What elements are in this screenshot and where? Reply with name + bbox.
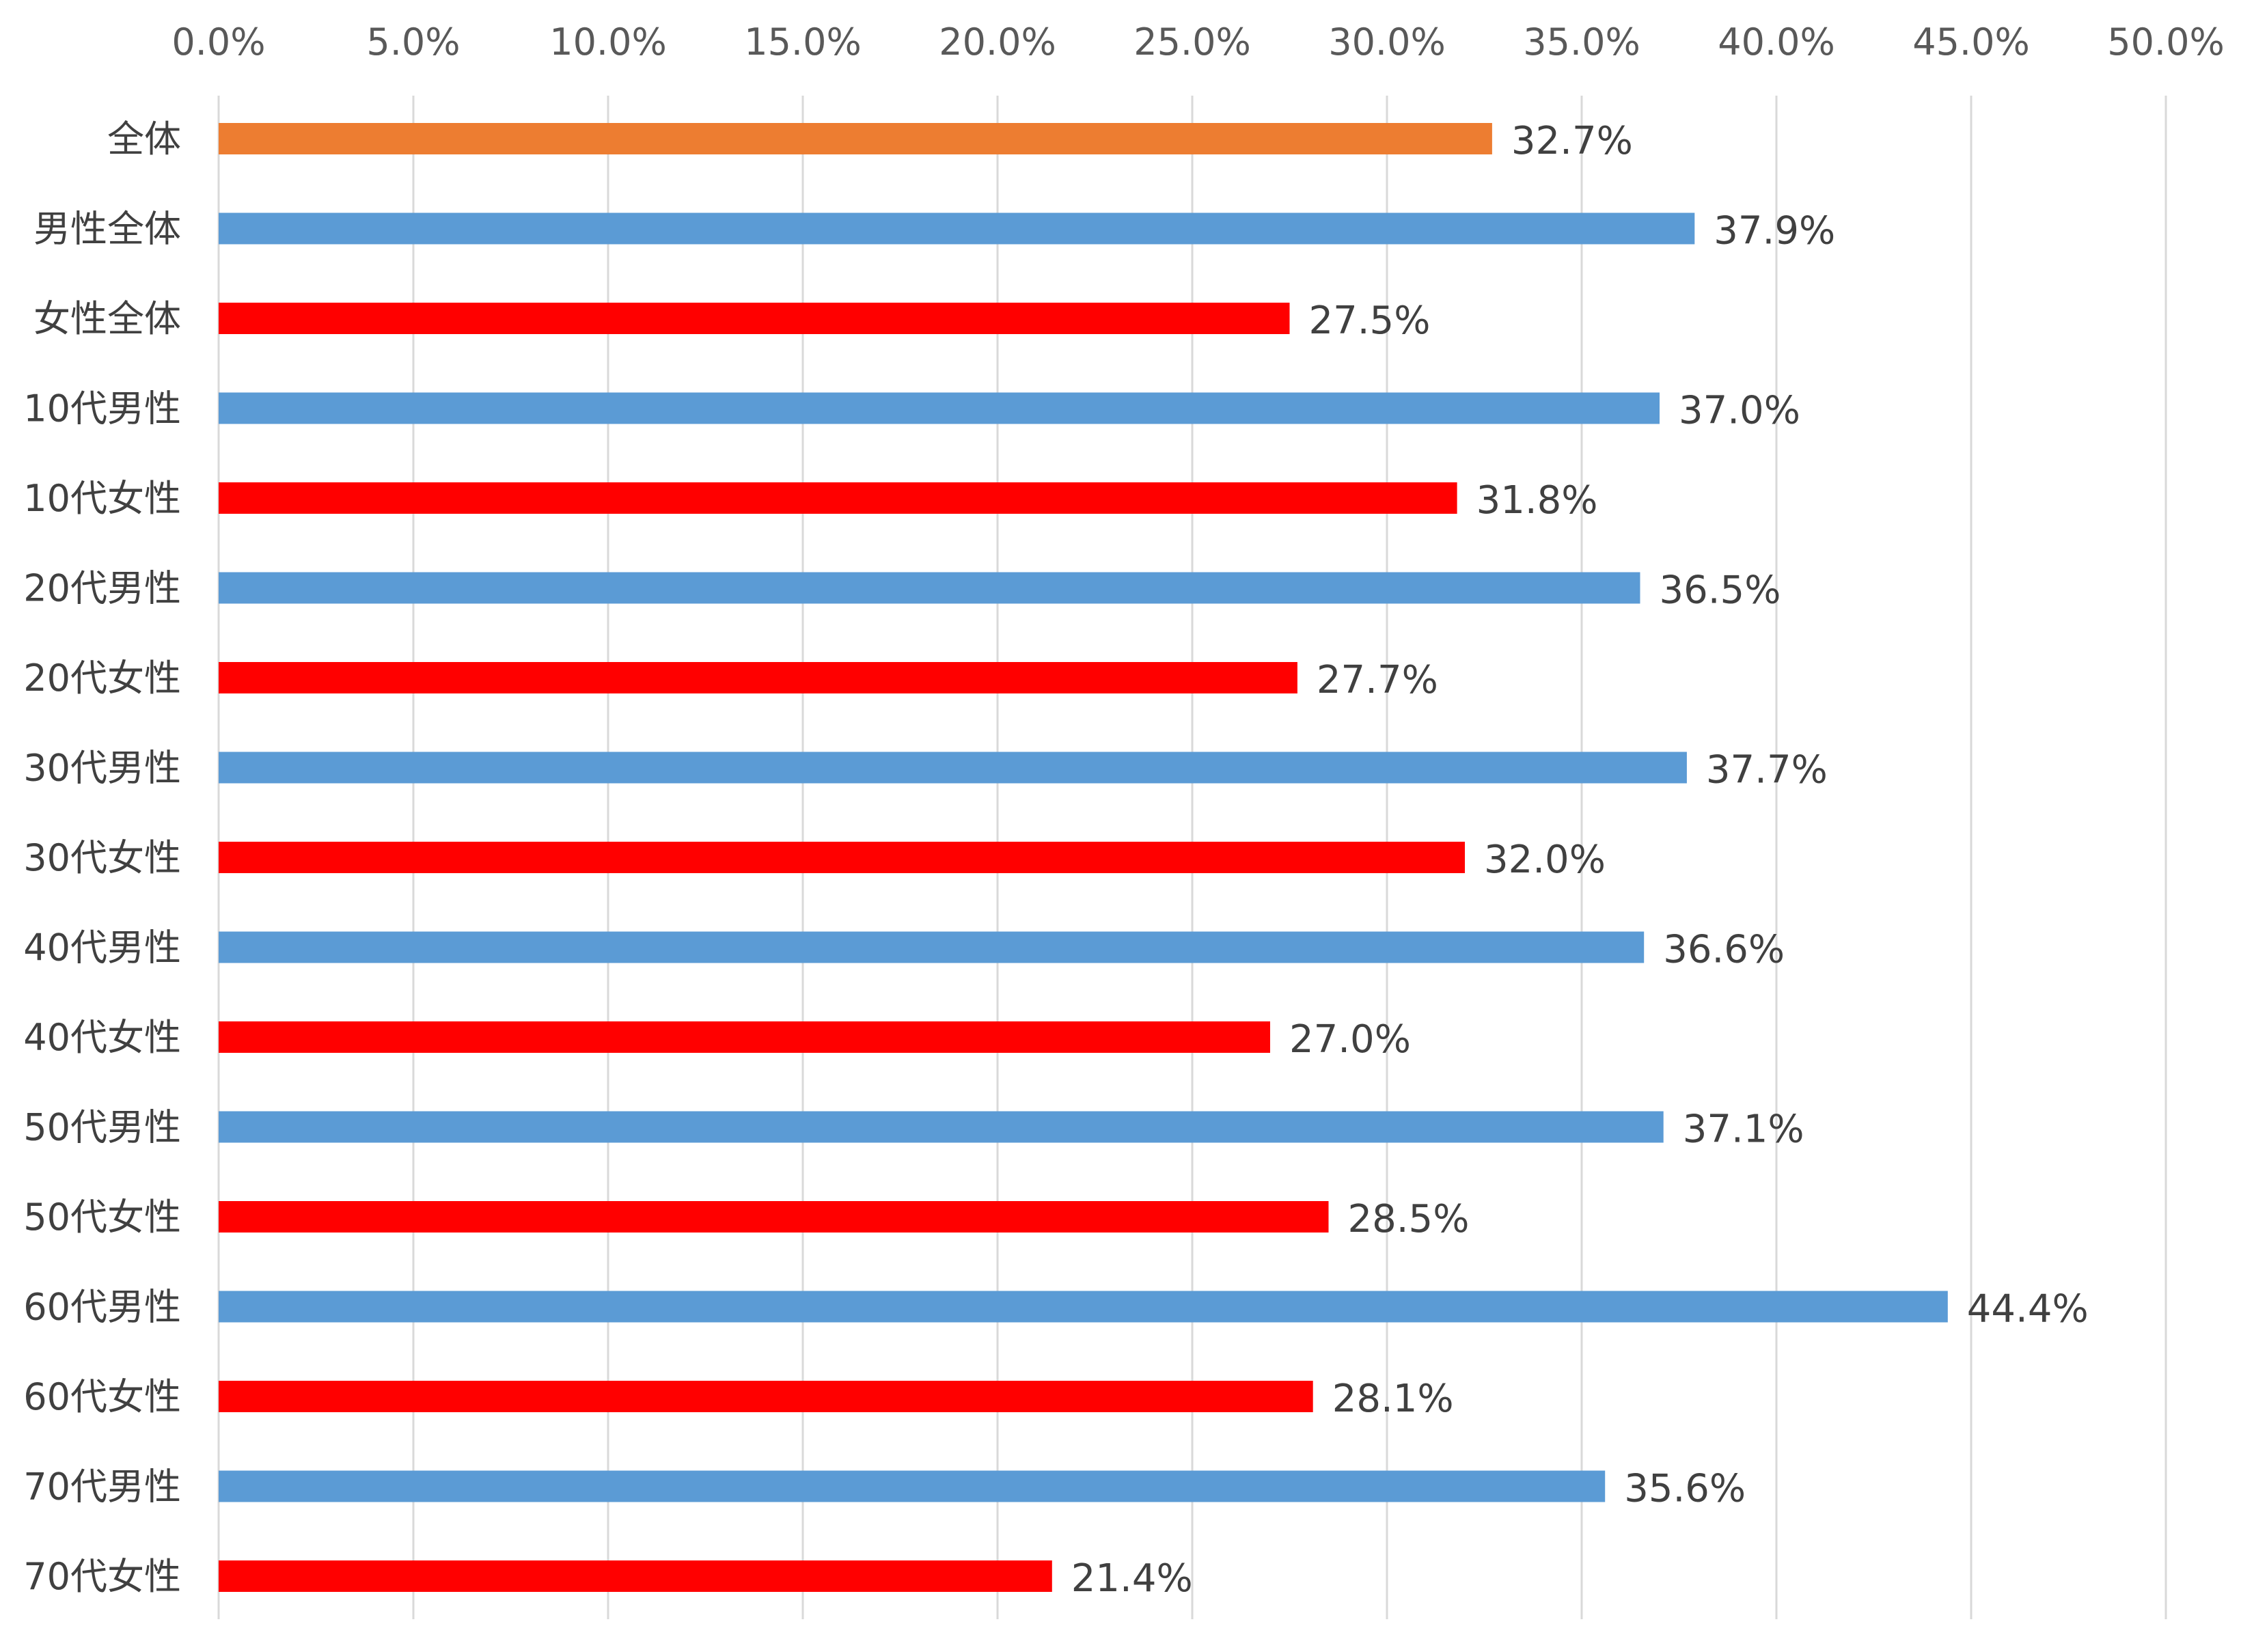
data-label: 32.0% <box>1484 838 1606 882</box>
category-label: 男性全体 <box>33 208 181 251</box>
data-label: 21.4% <box>1071 1556 1193 1601</box>
data-label: 44.4% <box>1967 1287 2089 1332</box>
category-label: 50代女性 <box>23 1196 181 1239</box>
data-label: 35.6% <box>1624 1467 1746 1511</box>
data-label: 32.7% <box>1511 119 1633 163</box>
data-label: 36.6% <box>1663 928 1785 972</box>
x-axis-tick-labels: 0.0% 5.0% 10.0% 15.0% 20.0% 25.0% 30.0% 35.0% 40… <box>171 20 2224 64</box>
data-label: 37.7% <box>1706 748 1828 793</box>
data-label: 28.1% <box>1332 1377 1454 1421</box>
category-label: 全体 <box>107 118 181 161</box>
data-label: 27.5% <box>1309 299 1431 343</box>
bar <box>219 1381 1313 1412</box>
category-label: 10代男性 <box>23 387 181 430</box>
x-tick-label: 45.0% <box>1912 20 2030 64</box>
bar <box>219 842 1465 873</box>
bar <box>219 1021 1270 1053</box>
x-tick-label: 25.0% <box>1133 20 1251 64</box>
bar <box>219 482 1457 514</box>
category-label: 30代女性 <box>23 836 181 879</box>
category-label: 30代男性 <box>23 747 181 790</box>
category-label: 60代男性 <box>23 1286 181 1329</box>
category-label: 50代男性 <box>23 1106 181 1149</box>
bar <box>219 212 1695 245</box>
bar <box>219 572 1640 604</box>
category-label: 60代女性 <box>23 1375 181 1418</box>
bar <box>219 392 1660 424</box>
data-label: 27.0% <box>1289 1017 1411 1062</box>
bar <box>219 931 1645 963</box>
category-label: 20代男性 <box>23 567 181 610</box>
category-label: 40代女性 <box>23 1016 181 1059</box>
category-label: 女性全体 <box>33 297 181 340</box>
x-tick-label: 15.0% <box>744 20 862 64</box>
data-labels: 32.7% 37.9% 27.5% 37.0% 31.8% 36.5% 27.7% 37.7%… <box>1071 119 2089 1601</box>
data-label: 37.1% <box>1683 1107 1804 1152</box>
bar <box>219 1291 1948 1323</box>
data-label: 37.0% <box>1679 389 1800 433</box>
category-label: 20代女性 <box>23 657 181 700</box>
x-tick-label: 50.0% <box>2107 20 2225 64</box>
bar <box>219 1111 1664 1143</box>
data-label: 28.5% <box>1348 1197 1470 1241</box>
category-label: 70代女性 <box>23 1555 181 1598</box>
bar <box>219 303 1290 334</box>
bar <box>219 123 1492 154</box>
bar <box>219 1201 1329 1233</box>
x-tick-label: 30.0% <box>1328 20 1446 64</box>
x-tick-label: 5.0% <box>366 20 460 64</box>
bar <box>219 1470 1606 1502</box>
x-tick-label: 0.0% <box>171 20 265 64</box>
x-tick-label: 35.0% <box>1523 20 1640 64</box>
x-tick-label: 10.0% <box>549 20 667 64</box>
x-tick-label: 40.0% <box>1718 20 1835 64</box>
data-label: 27.7% <box>1317 658 1438 702</box>
bar <box>219 752 1687 784</box>
bar <box>219 662 1297 693</box>
data-label: 37.9% <box>1714 209 1835 253</box>
data-label: 31.8% <box>1476 478 1598 523</box>
category-label: 70代男性 <box>23 1465 181 1509</box>
bar <box>219 1560 1052 1592</box>
category-label: 10代女性 <box>23 477 181 520</box>
x-tick-label: 20.0% <box>939 20 1056 64</box>
category-label: 40代男性 <box>23 926 181 969</box>
data-label: 36.5% <box>1660 568 1781 613</box>
bars <box>219 123 1948 1592</box>
